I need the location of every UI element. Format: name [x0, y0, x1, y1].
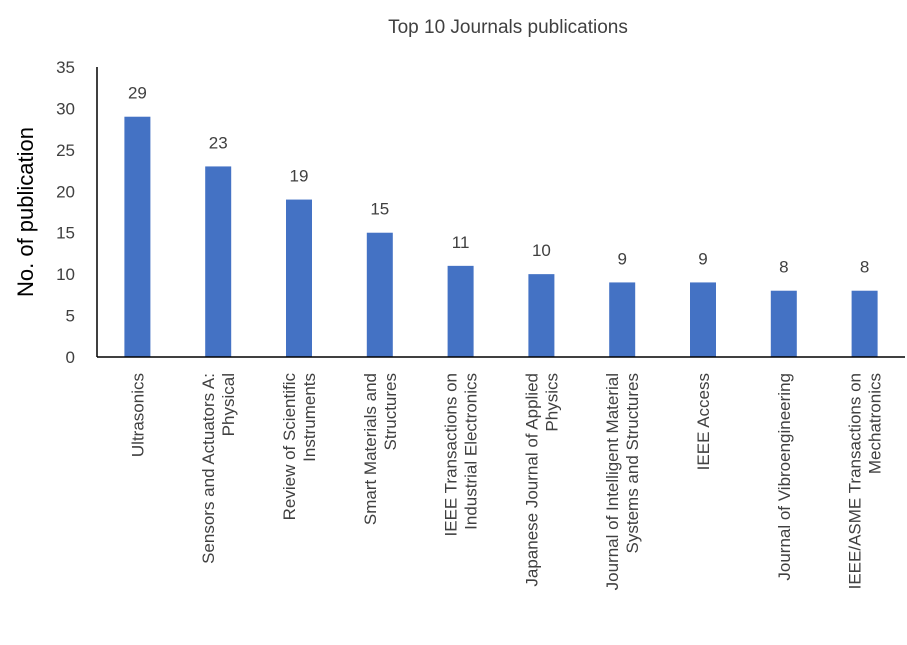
chart-title: Top 10 Journals publications — [388, 17, 628, 38]
category-label-line: Journal of Vibroengineering — [775, 373, 794, 581]
category-label: Journal of Vibroengineering — [775, 373, 794, 581]
category-label-line: Journal of Intelligent Material — [603, 373, 622, 590]
category-label-line: Japanese Journal of Applied — [522, 373, 541, 587]
category-label: Sensors and Actuators A:Physical — [199, 373, 238, 564]
category-label-line: IEEE Access — [694, 373, 713, 470]
bar — [205, 166, 232, 357]
data-label: 11 — [452, 233, 470, 252]
data-label: 8 — [779, 258, 788, 277]
category-label-line: IEEE Transactions on — [442, 373, 461, 536]
category-label: Smart Materials andStructures — [361, 373, 400, 525]
y-axis-label: No. of publication — [13, 127, 38, 297]
category-label: IEEE Access — [694, 373, 713, 470]
bar — [609, 282, 636, 357]
bars — [124, 116, 878, 357]
bar — [124, 116, 151, 357]
bar — [690, 282, 716, 357]
category-label-line: Systems and Structures — [623, 373, 642, 553]
data-label: 9 — [698, 249, 707, 268]
bar — [851, 290, 878, 357]
y-tick-label: 5 — [66, 307, 75, 326]
y-tick-label: 35 — [56, 58, 75, 77]
data-label: 8 — [860, 258, 869, 277]
category-label-line: Mechatronics — [866, 373, 885, 474]
y-axis-ticks: 0 5 10 15 20 25 30 35 — [56, 58, 75, 367]
category-label-line: Physics — [542, 373, 561, 432]
data-label: 19 — [290, 167, 309, 186]
data-label: 29 — [128, 84, 147, 103]
category-label-line: IEEE/ASME Transactions on — [846, 373, 865, 589]
category-label-line: Sensors and Actuators A: — [199, 373, 218, 564]
category-label: Journal of Intelligent MaterialSystems a… — [603, 373, 642, 590]
data-label: 23 — [209, 133, 228, 152]
y-tick-label: 25 — [56, 141, 75, 160]
category-label-line: Industrial Electronics — [462, 373, 481, 530]
data-label: 15 — [370, 200, 389, 219]
category-label: IEEE/ASME Transactions onMechatronics — [846, 373, 885, 589]
bar — [366, 232, 393, 357]
y-tick-label: 20 — [56, 182, 75, 201]
bar — [770, 290, 797, 357]
category-label-line: Ultrasonics — [128, 373, 147, 457]
y-tick-label: 10 — [56, 265, 75, 284]
data-labels: 29 23 19 15 11 10 9 9 8 8 — [128, 84, 869, 277]
category-label: IEEE Transactions onIndustrial Electroni… — [442, 373, 481, 536]
y-tick-label: 0 — [66, 348, 75, 367]
category-label: Ultrasonics — [128, 373, 147, 457]
y-tick-label: 30 — [56, 99, 75, 118]
bar — [447, 265, 474, 357]
category-label-line: Smart Materials and — [361, 373, 380, 525]
category-label-line: Structures — [381, 373, 400, 450]
category-label-line: Physical — [219, 373, 238, 436]
bar — [528, 274, 555, 357]
y-tick-label: 15 — [56, 224, 75, 243]
category-label-line: Review of Scientific — [280, 373, 299, 521]
category-label-line: Instruments — [300, 373, 319, 462]
data-label: 9 — [617, 249, 626, 268]
bar — [286, 199, 312, 357]
category-labels: Ultrasonics Sensors and Actuators A:Physi… — [128, 373, 884, 591]
category-label: Japanese Journal of AppliedPhysics — [522, 373, 561, 587]
data-label: 10 — [532, 241, 551, 260]
category-label: Review of ScientificInstruments — [280, 373, 319, 521]
